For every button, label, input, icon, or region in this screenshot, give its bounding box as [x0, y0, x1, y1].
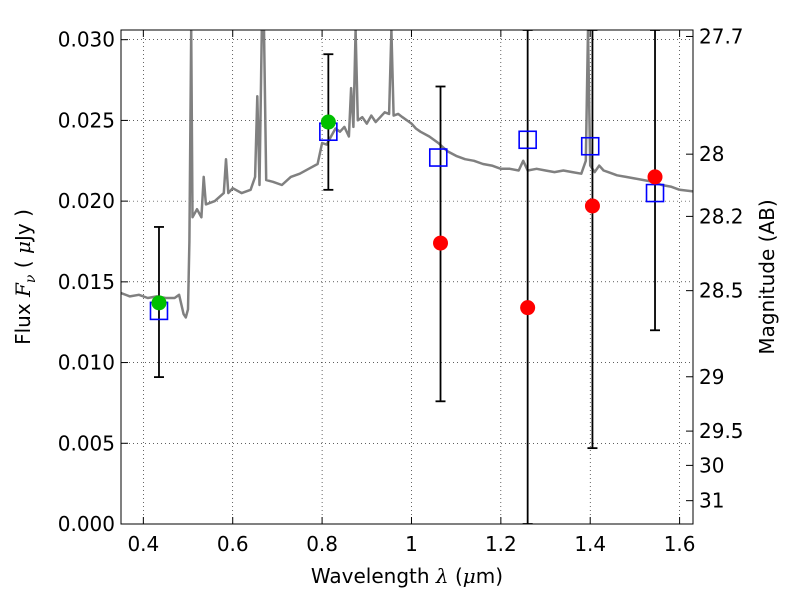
magnitude-tick-label: 28.5 [699, 279, 744, 303]
y-axis-label: Flux Fν ( μJy ) [11, 209, 39, 345]
error-bars [153, 30, 661, 524]
y-tick-label: 0.010 [58, 351, 115, 375]
magnitude-tick-label: 28.2 [699, 204, 744, 228]
model-spectrum [121, 30, 693, 319]
model-photometry-square [580, 136, 600, 156]
observed-photometry-point [647, 169, 663, 185]
magnitude-tick-label: 31 [699, 489, 724, 513]
magnitude-tick-label: 30 [699, 453, 724, 477]
x-tick-label: 1 [405, 532, 418, 556]
x-tick-label: 0.4 [127, 532, 159, 556]
magnitude-tick-label: 27.7 [699, 24, 744, 48]
model-photometry-square [645, 183, 665, 203]
observed-photometry-point [584, 198, 600, 214]
model-photometry-markers [149, 122, 665, 321]
y-tick-label: 0.025 [58, 108, 115, 132]
model-photometry-square [428, 148, 448, 167]
observed-photometry-point [520, 300, 536, 316]
y-tick-label: 0.005 [58, 431, 115, 455]
grid [121, 30, 693, 525]
plot-frame [120, 29, 694, 525]
y-tick-label: 0.015 [58, 270, 115, 294]
x-tick-label: 0.8 [306, 532, 338, 556]
y-tick-label: 0.000 [58, 512, 115, 536]
x-tick-label: 0.6 [217, 532, 249, 556]
x-tick-label: 1.4 [574, 532, 606, 556]
y-tick-label: 0.030 [58, 28, 115, 52]
observed-photometry-point [320, 114, 336, 130]
model-photometry-square [518, 130, 537, 150]
x-axis-label: Wavelength λ (μm) [311, 564, 503, 588]
spectrum-line [121, 30, 693, 319]
y-tick-label: 0.020 [58, 189, 115, 213]
magnitude-axis-label: Magnitude (AB) [755, 199, 779, 354]
axis-ticks: 0.4 0.6 0.8 1 1.2 1.4 1.6 0.000 0.005 0.010 0.015 0… [58, 24, 744, 556]
observed-photometry-point [433, 235, 449, 251]
x-tick-label: 1.2 [485, 532, 517, 556]
magnitude-tick-label: 29.5 [699, 419, 744, 443]
observed-photometry-point [151, 295, 167, 311]
magnitude-tick-label: 29 [699, 365, 724, 389]
magnitude-tick-label: 28 [699, 142, 724, 166]
observed-photometry-markers [151, 114, 663, 316]
x-tick-label: 1.6 [664, 532, 696, 556]
